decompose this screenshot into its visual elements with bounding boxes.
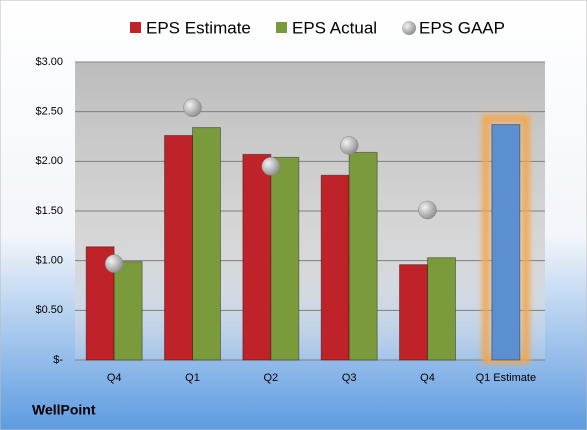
x-tick-label: Q3 xyxy=(342,372,357,384)
bar xyxy=(113,261,143,361)
y-tick-label: $2.50 xyxy=(35,106,63,118)
x-tick-label: Q4 xyxy=(420,372,435,384)
y-tick-label: $2.00 xyxy=(35,155,63,167)
gaap-marker xyxy=(261,157,281,176)
legend-label: EPS Actual xyxy=(292,18,377,37)
bar xyxy=(192,127,221,361)
y-tick-label: $- xyxy=(53,354,63,366)
x-tick-label: Q2 xyxy=(263,372,278,384)
bar xyxy=(320,174,350,361)
y-tick-label: $3.00 xyxy=(35,56,63,68)
bar xyxy=(270,156,300,361)
y-tick-label: $0.50 xyxy=(35,304,63,316)
bar xyxy=(164,135,193,361)
x-tick-label: Q1 xyxy=(185,372,200,384)
bar xyxy=(348,151,378,361)
y-tick-label: $1.50 xyxy=(35,205,63,217)
x-tick-label: Q4 xyxy=(107,372,122,384)
bar xyxy=(242,153,272,361)
bar xyxy=(399,264,428,361)
legend-label: EPS GAAP xyxy=(419,18,505,37)
bar xyxy=(491,124,521,361)
y-tick-label: $1.00 xyxy=(35,255,63,267)
footer: WellPoint xyxy=(32,402,96,418)
legend-swatch xyxy=(276,22,287,33)
legend-swatch xyxy=(130,22,141,33)
gaap-marker xyxy=(418,200,437,220)
x-tick-label: Q1 Estimate xyxy=(476,372,537,384)
gaap-marker xyxy=(104,254,124,273)
legend-label: EPS Estimate xyxy=(146,18,251,37)
gaap-marker xyxy=(183,98,202,117)
legend-swatch xyxy=(402,21,416,35)
bar xyxy=(427,257,456,361)
gaap-marker xyxy=(339,136,359,155)
